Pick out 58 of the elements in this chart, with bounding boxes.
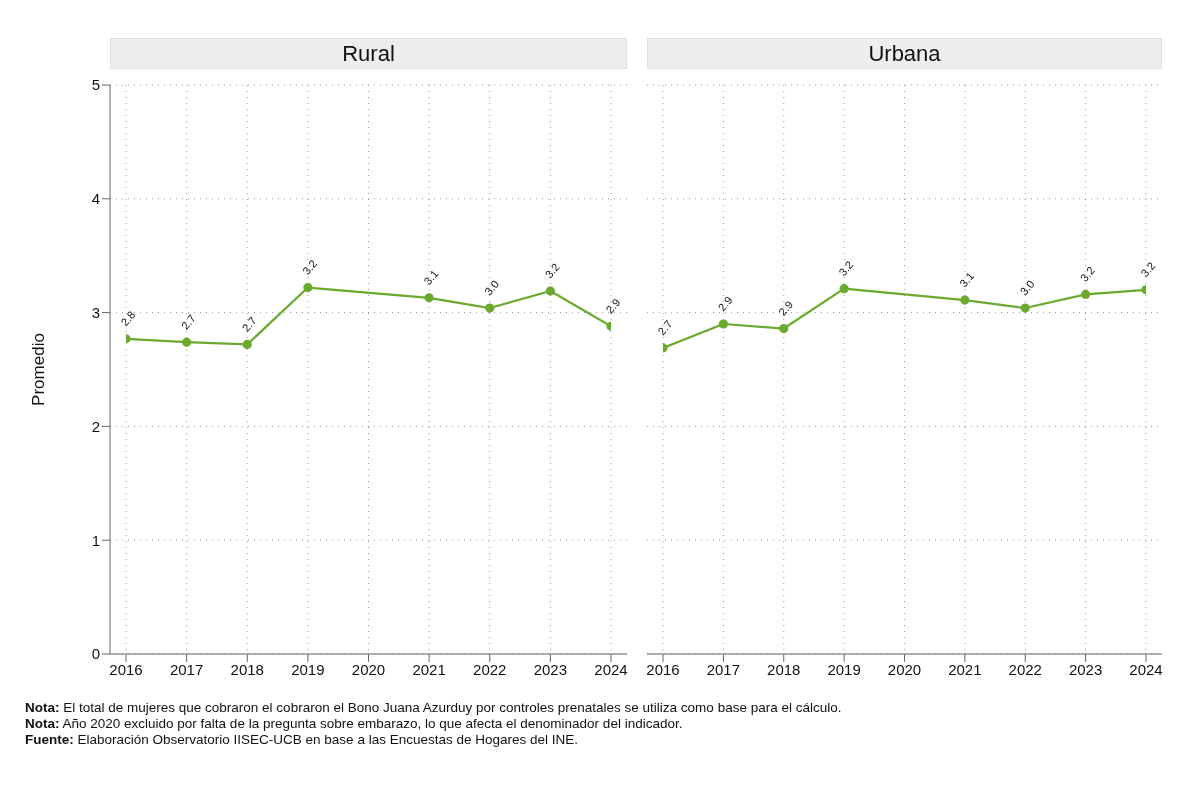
point: [485, 303, 495, 313]
data-label: 2.8: [118, 308, 138, 329]
x-tick-label: 2018: [767, 660, 801, 678]
data-label: 3.0: [1017, 277, 1037, 298]
chart-title: Urbana: [647, 38, 1162, 69]
data-label: 3.0: [482, 277, 502, 298]
data-label: 2.7: [655, 317, 675, 338]
point: [242, 339, 252, 350]
data-label: 2.9: [603, 296, 623, 316]
data-label: 2.7: [239, 314, 259, 334]
y-tick-label: 1: [91, 531, 100, 549]
y-tick-label: 4: [91, 190, 100, 208]
text: Nota: El total de mujeres que cobraron el cobraron el Bono Juana Azurduy por controles prenatales se utiliza como base para el cálculo.: [25, 700, 843, 716]
y-tick-label: 2: [91, 417, 100, 435]
x-tick-label: 2016: [109, 660, 143, 678]
x-tick-label: 2017: [169, 660, 204, 678]
point: [839, 284, 849, 294]
data-label: 2.7: [178, 312, 198, 332]
x-tick-label: 2022: [473, 660, 507, 678]
data-label: 2.9: [715, 293, 735, 314]
x-tick-label: 2019: [827, 660, 861, 678]
x-tick-label: 2023: [533, 660, 568, 678]
point: [1081, 289, 1091, 299]
point: [718, 319, 728, 329]
data-label: 3.2: [836, 258, 856, 278]
x-tick-label: 2023: [1068, 660, 1103, 678]
chart-title: Rural: [110, 38, 627, 69]
x-tick-label: 2020: [887, 660, 922, 678]
x-tick-label: 2020: [351, 660, 386, 678]
x-tick-label: 2017: [706, 660, 741, 678]
point: [1020, 303, 1030, 313]
point: [303, 282, 313, 293]
data-label: 2.9: [776, 298, 796, 318]
x-tick-label: 2018: [230, 660, 264, 678]
x-tick-label: 2024: [1129, 660, 1163, 678]
point: [424, 293, 434, 303]
data-label: 3.2: [300, 257, 320, 277]
y-tick-label: 0: [91, 645, 100, 663]
x-tick-label: 2021: [412, 660, 446, 678]
point: [960, 295, 970, 305]
data-label: 3.2: [542, 260, 562, 281]
y-tick-label: 3: [91, 303, 100, 321]
data-label: 3.2: [1138, 259, 1158, 280]
x-tick-label: 2019: [291, 660, 325, 678]
data-label: 3.1: [957, 269, 977, 290]
source-note: Fuente: Elaboración Observatorio IISEC-UCB en base a las Encuestas de Hogares del INE.: [25, 732, 579, 748]
point: [779, 323, 789, 334]
y-tick-label: 5: [91, 76, 100, 94]
text: Nota: Año 2020 excluido por falta de la pregunta sobre embarazo, lo que afecta el denominador del indicador.: [25, 716, 684, 732]
x-tick-label: 2024: [594, 660, 628, 678]
data-label: 3.2: [1077, 264, 1097, 284]
point: [545, 286, 555, 296]
data-label: 3.1: [421, 267, 441, 288]
point: [182, 337, 192, 347]
x-tick-label: 2016: [646, 660, 680, 678]
x-tick-label: 2022: [1008, 660, 1042, 678]
x-tick-label: 2021: [948, 660, 982, 678]
y-axis-title: Promedio: [29, 333, 49, 406]
